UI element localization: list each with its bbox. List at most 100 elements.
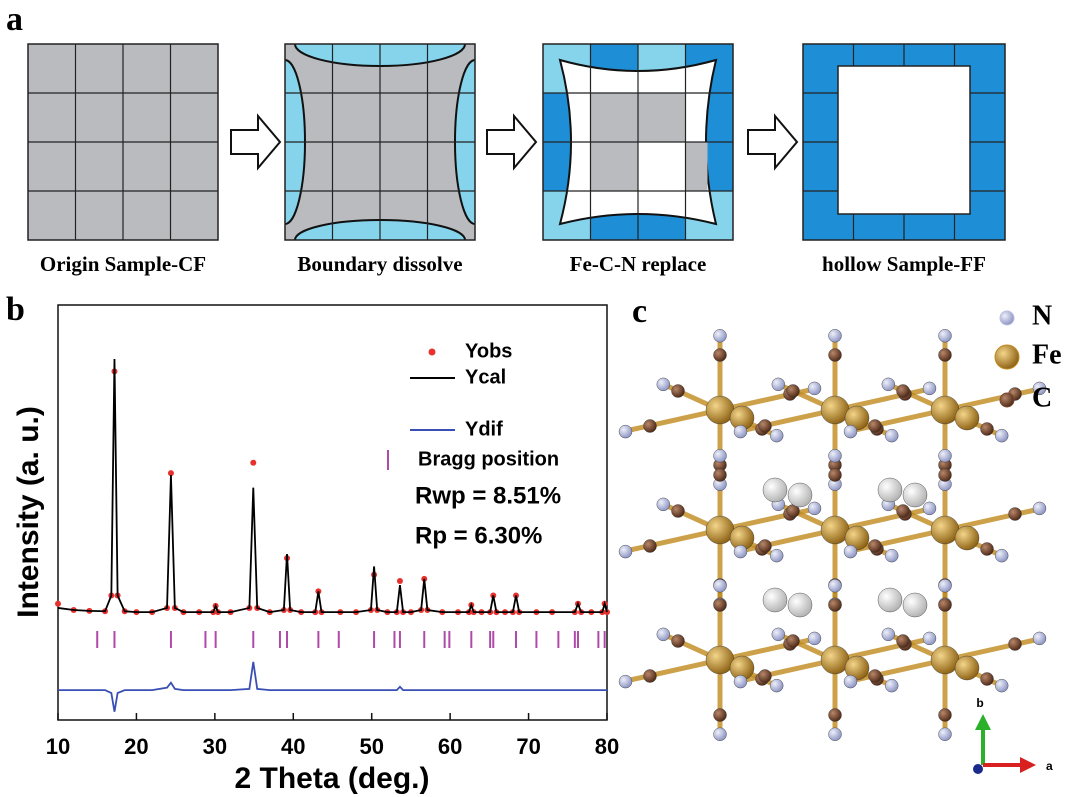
nitrogen-atom xyxy=(772,628,785,641)
nitrogen-atom xyxy=(939,579,952,592)
carbon-atom xyxy=(672,385,685,398)
legend-label: Yobs xyxy=(465,340,512,362)
axis-indicator xyxy=(973,714,1036,774)
nitrogen-atom xyxy=(808,632,821,645)
vacancy xyxy=(878,478,902,502)
carbon-atom xyxy=(981,673,994,686)
x-tick-label: 40 xyxy=(281,734,305,759)
carbon-atom xyxy=(644,540,657,553)
annotation: Rp = 6.30% xyxy=(415,522,542,549)
carbon-atom xyxy=(759,420,772,433)
legend-marker xyxy=(1000,393,1014,407)
carbon-atom xyxy=(869,540,882,553)
figure: a Origin Sample-CF Boundary dissolve xyxy=(0,0,1069,797)
carbon-atom xyxy=(1009,638,1022,651)
carbon-atom xyxy=(672,635,685,648)
step-3 xyxy=(543,44,733,240)
nitrogen-atom xyxy=(829,579,842,592)
carbon-atom xyxy=(672,505,685,518)
carbon-atom xyxy=(939,599,952,612)
nitrogen-atom xyxy=(657,498,670,511)
iron-atom xyxy=(931,646,959,674)
legend-marker xyxy=(429,349,436,356)
data-point xyxy=(250,460,256,466)
step-label: hollow Sample-FF xyxy=(822,252,986,276)
carbon-atom xyxy=(644,670,657,683)
x-tick-label: 50 xyxy=(359,734,383,759)
nitrogen-atom xyxy=(829,449,842,462)
iron-atom xyxy=(706,516,734,544)
axis-label: a xyxy=(1046,759,1053,773)
iron-atom xyxy=(821,646,849,674)
series-line xyxy=(58,662,607,712)
nitrogen-atom xyxy=(885,429,898,442)
nitrogen-atom xyxy=(882,378,895,391)
nitrogen-atom xyxy=(734,545,747,558)
carbon-atom xyxy=(1009,508,1022,521)
iron-atom xyxy=(955,656,979,680)
nitrogen-atom xyxy=(995,679,1008,692)
carbon-atom xyxy=(829,709,842,722)
iron-atom xyxy=(955,526,979,550)
nitrogen-atom xyxy=(923,502,936,515)
panel-label: a xyxy=(6,1,23,38)
carbon-atom xyxy=(714,709,727,722)
carbon-atom xyxy=(897,505,910,518)
nitrogen-atom xyxy=(714,728,727,741)
page: a Origin Sample-CF Boundary dissolve xyxy=(0,0,1069,797)
nitrogen-atom xyxy=(808,502,821,515)
legend-label: N xyxy=(1032,300,1052,331)
x-tick-label: 30 xyxy=(203,734,227,759)
nitrogen-atom xyxy=(619,675,632,688)
plot-frame xyxy=(58,305,607,720)
nitrogen-atom xyxy=(770,429,783,442)
carbon-atom xyxy=(981,423,994,436)
vacancy xyxy=(788,593,812,617)
nitrogen-atom xyxy=(714,329,727,342)
carbon-atom xyxy=(981,543,994,556)
nitrogen-atom xyxy=(995,429,1008,442)
nitrogen-atom xyxy=(829,728,842,741)
legend-label: Fe xyxy=(1032,339,1062,370)
legend-marker xyxy=(995,345,1019,369)
crystal-structure xyxy=(619,329,1046,741)
y-axis-label: Intensity (a. u.) xyxy=(12,406,45,618)
x-tick-label: 10 xyxy=(46,734,70,759)
iron-atom xyxy=(706,396,734,424)
carbon-atom xyxy=(759,670,772,683)
nitrogen-atom xyxy=(772,378,785,391)
step-2 xyxy=(265,22,495,260)
legend-marker xyxy=(1000,311,1014,325)
vacancy xyxy=(763,478,787,502)
x-tick-label: 60 xyxy=(438,734,462,759)
nitrogen-atom xyxy=(619,545,632,558)
carbon-atom xyxy=(714,599,727,612)
x-tick-label: 70 xyxy=(516,734,540,759)
carbon-atom xyxy=(939,349,952,362)
step-label: Origin Sample-CF xyxy=(40,252,206,276)
iron-atom xyxy=(821,396,849,424)
carbon-atom xyxy=(714,469,727,482)
nitrogen-atom xyxy=(885,679,898,692)
vacancy xyxy=(763,588,787,612)
nitrogen-atom xyxy=(882,628,895,641)
iron-atom xyxy=(955,406,979,430)
nitrogen-atom xyxy=(1033,632,1046,645)
carbon-atom xyxy=(897,385,910,398)
vacancy xyxy=(903,483,927,507)
carbon-atom xyxy=(644,420,657,433)
carbon-atom xyxy=(869,420,882,433)
carbon-atom xyxy=(869,670,882,683)
nitrogen-atom xyxy=(939,728,952,741)
legend-label: Bragg position xyxy=(418,448,559,470)
carbon-atom xyxy=(759,540,772,553)
nitrogen-atom xyxy=(734,425,747,438)
legend-label: Ycal xyxy=(465,366,506,388)
step-4 xyxy=(803,44,1005,240)
nitrogen-atom xyxy=(829,329,842,342)
nitrogen-atom xyxy=(657,628,670,641)
data-point xyxy=(55,601,61,607)
panel-label: c xyxy=(632,293,647,330)
nitrogen-atom xyxy=(619,425,632,438)
